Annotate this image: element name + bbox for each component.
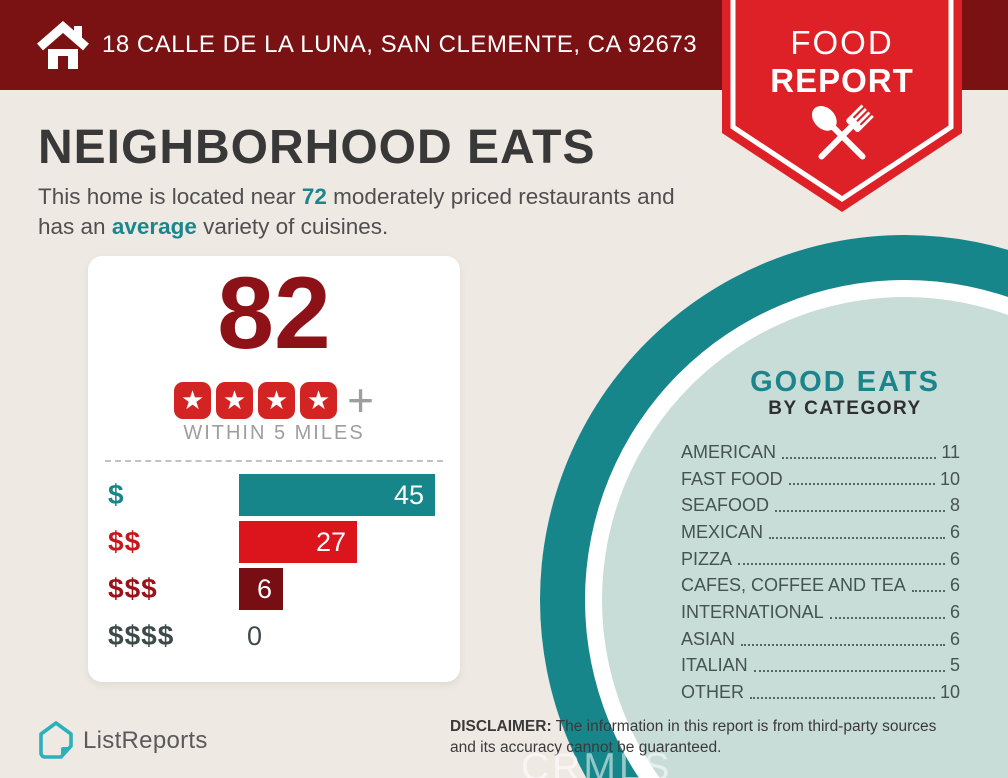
category-row: AMERICAN 11 <box>681 436 960 463</box>
category-label: ASIAN <box>681 628 736 649</box>
category-row: CAFES, COFFEE AND TEA 6 <box>681 569 960 596</box>
bar-row: $$$$ 0 <box>108 615 444 657</box>
star-icon: ★ <box>216 381 254 419</box>
disclaimer: DISCLAIMER: The information in this repo… <box>450 718 937 757</box>
plus-icon: + <box>347 374 374 426</box>
bar: 45 <box>239 474 435 516</box>
bar: 27 <box>239 521 357 563</box>
category-row: PIZZA 6 <box>681 543 960 570</box>
dotted-leader <box>911 590 945 593</box>
bar-row: $45 <box>108 474 444 516</box>
category-value: 10 <box>939 468 960 489</box>
star-icon: ★ <box>300 381 338 419</box>
star-icon: ★ <box>258 381 296 419</box>
bar-value: 27 <box>315 526 346 557</box>
bar: 6 <box>239 568 283 610</box>
score-card: 82 ★ ★ ★ ★ + WITHIN 5 MILES $45 $$ 27 $$$ 6 $$$$ 0 <box>88 256 460 682</box>
page-subtitle: This home is located near 72 moderately … <box>38 184 675 240</box>
property-address: 18 CALLE DE LA LUNA, SAN CLEMENTE, CA 92… <box>102 31 698 58</box>
category-value: 6 <box>949 521 960 542</box>
dotted-leader <box>753 670 945 673</box>
radius-label: WITHIN 5 MILES <box>183 422 365 444</box>
category-row: MEXICAN 6 <box>681 516 960 543</box>
home-icon <box>37 21 89 69</box>
category-label: FAST FOOD <box>681 468 783 489</box>
bar-value: 0 <box>247 621 263 651</box>
category-label: CAFES, COFFEE AND TEA <box>681 575 906 596</box>
dotted-leader <box>782 456 937 459</box>
category-label: MEXICAN <box>681 521 764 542</box>
spoon-fork-icon <box>811 104 874 160</box>
restaurant-score: 82 <box>217 256 331 370</box>
divider <box>105 460 443 462</box>
category-row: FAST FOOD 10 <box>681 463 960 490</box>
category-label: ITALIAN <box>681 655 748 676</box>
category-row: OTHER 10 <box>681 676 960 703</box>
category-label: INTERNATIONAL <box>681 602 824 623</box>
price-level-label: $$ <box>108 526 142 557</box>
category-value: 6 <box>949 548 960 569</box>
category-value: 6 <box>949 628 960 649</box>
dotted-leader <box>769 536 945 539</box>
category-label: AMERICAN <box>681 441 777 462</box>
star-rating: ★ ★ ★ ★ + <box>88 374 460 426</box>
price-bar-chart: $45 $$ 27 $$$ 6 $$$$ 0 <box>108 474 444 662</box>
bar-row: $$ 27 <box>108 521 444 563</box>
category-value: 5 <box>949 655 960 676</box>
category-value: 6 <box>949 602 960 623</box>
price-level-label: $ <box>108 479 125 510</box>
dotted-leader <box>738 563 945 566</box>
dotted-leader <box>741 643 945 646</box>
ribbon-title: FOOD REPORT <box>770 24 914 99</box>
good-eats-title: GOOD EATS <box>750 366 940 398</box>
category-row: INTERNATIONAL 6 <box>681 596 960 623</box>
category-row: SEAFOOD 8 <box>681 489 960 516</box>
restaurant-count: 72 <box>301 184 327 209</box>
ribbon-shape <box>722 0 962 212</box>
good-eats-subtitle: BY CATEGORY <box>768 398 922 419</box>
dotted-leader <box>829 616 945 619</box>
listreports-logo: ListReports <box>38 720 208 761</box>
dotted-leader <box>775 510 945 513</box>
category-value: 11 <box>941 441 960 462</box>
listreports-house-icon <box>39 721 73 759</box>
page-title: NEIGHBORHOOD EATS <box>38 121 596 174</box>
category-list: AMERICAN 11 FAST FOOD 10 SEAFOOD 8 MEXICAN 6 PIZ… <box>681 436 960 703</box>
dotted-leader <box>750 696 935 699</box>
star-icon: ★ <box>174 381 212 419</box>
crmls-watermark: CRMLS <box>521 746 673 778</box>
price-level-label: $$$ <box>108 573 158 604</box>
category-value: 6 <box>949 575 960 596</box>
category-label: OTHER <box>681 682 744 703</box>
category-row: ASIAN 6 <box>681 623 960 650</box>
bar-row: $$$ 6 <box>108 568 444 610</box>
price-level-label: $$$$ <box>108 620 175 651</box>
food-report-ribbon: FOOD REPORT <box>722 0 962 212</box>
listreports-wordmark: ListReports <box>83 726 208 754</box>
category-label: SEAFOOD <box>681 495 770 516</box>
bar-value: 45 <box>393 479 424 510</box>
category-value: 10 <box>939 682 960 703</box>
dotted-leader <box>788 483 935 486</box>
category-label: PIZZA <box>681 548 733 569</box>
bar-value: 6 <box>256 573 272 604</box>
variety-highlight: average <box>111 214 197 240</box>
category-row: ITALIAN 5 <box>681 650 960 677</box>
category-value: 8 <box>949 495 960 516</box>
